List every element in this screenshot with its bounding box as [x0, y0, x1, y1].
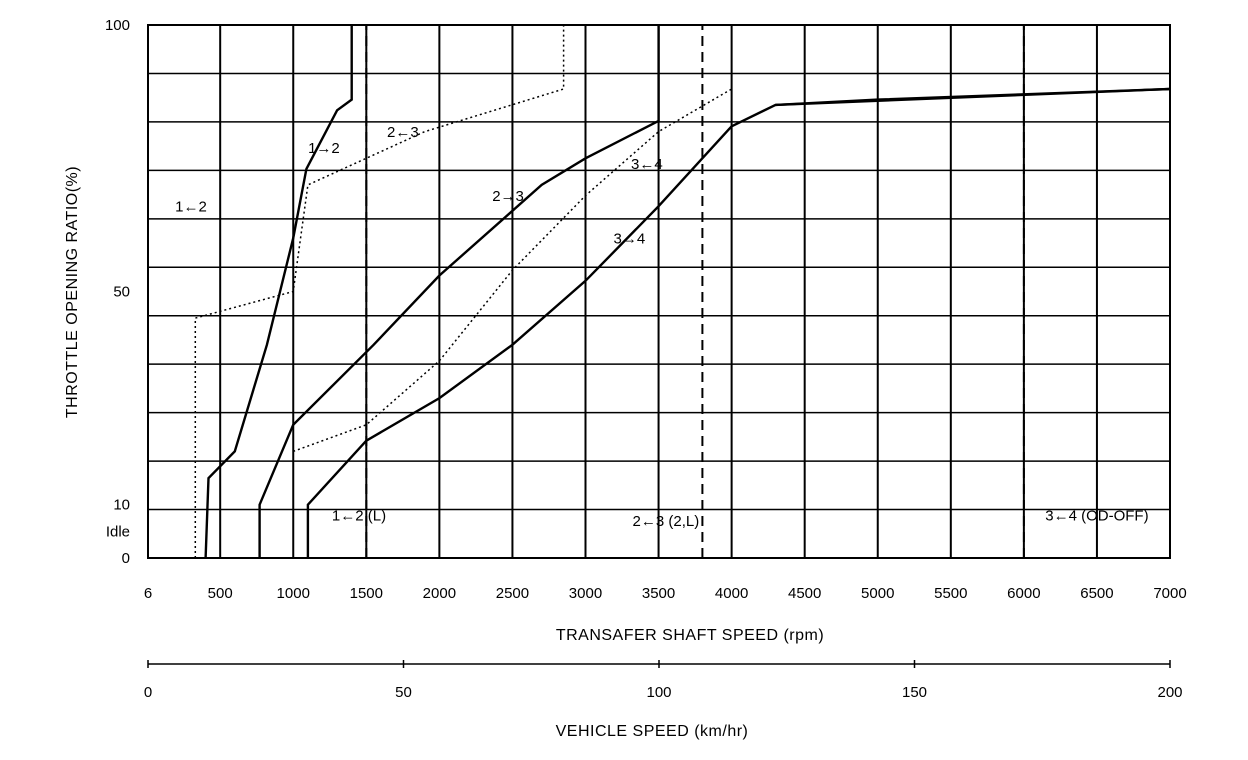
series-label: 3←4	[631, 156, 663, 173]
series-layer	[194, 25, 1171, 559]
series-label: 1←2 (L)	[332, 508, 386, 525]
y-tick-label: 0	[122, 550, 130, 567]
secondary-x-tick-label: 0	[144, 684, 152, 701]
y-tick-label: 100	[105, 17, 130, 34]
secondary-x-tick-label: 200	[1157, 684, 1182, 701]
x-tick-label: 3000	[569, 585, 602, 602]
x-tick-label: 4500	[788, 585, 821, 602]
x-tick-labels: 6 500 1000 1500 2000 2500 3000 3500 4000 4500 5000…	[144, 585, 1187, 602]
x-tick-label: 5000	[861, 585, 894, 602]
curve-labels: 1→2 1←2 2→3 2←3 3→4 3←4 1←2 (L) 2←3 (2,L) 3←4 (O…	[175, 124, 1148, 530]
y-axis-title: THROTTLE OPENING RATIO(%)	[64, 166, 81, 418]
series-line	[292, 88, 732, 453]
series-line	[258, 25, 660, 558]
x-tick-label: 2000	[423, 585, 456, 602]
y-tick-label: 50	[113, 284, 130, 301]
series-label: 3→4	[613, 231, 645, 248]
x-tick-label: 3500	[642, 585, 675, 602]
y-tick-label: 10	[113, 497, 130, 514]
secondary-x-tick-label: 50	[395, 684, 412, 701]
series-label: 2←3	[387, 124, 419, 141]
x-tick-label: 4000	[715, 585, 748, 602]
series-label: 3←4 (OD-OFF)	[1045, 508, 1148, 525]
x-tick-label: 500	[208, 585, 233, 602]
x-tick-label: 5500	[934, 585, 967, 602]
x-tick-label: 7000	[1153, 585, 1186, 602]
secondary-x-tick-labels: 0 50 100 150 200	[144, 660, 1183, 701]
x-tick-label: 1000	[277, 585, 310, 602]
series-line	[194, 25, 565, 558]
secondary-x-axis-title: VEHICLE SPEED (km/hr)	[556, 723, 749, 740]
y-tick-label: Idle	[106, 523, 130, 540]
series-label: 2→3	[492, 188, 524, 205]
secondary-x-tick-label: 150	[902, 684, 927, 701]
x-tick-label: 6000	[1007, 585, 1040, 602]
x-tick-label: 6	[144, 585, 152, 602]
series-label: 1→2	[308, 140, 340, 157]
x-axis-title: TRANSAFER SHAFT SPEED (rpm)	[556, 627, 824, 644]
series-line	[775, 87, 1171, 107]
x-tick-label: 2500	[496, 585, 529, 602]
series-line	[306, 87, 1171, 558]
series-label: 2←3 (2,L)	[633, 513, 700, 530]
series-line	[204, 25, 353, 559]
secondary-x-tick-label: 100	[646, 684, 671, 701]
x-tick-label: 6500	[1080, 585, 1113, 602]
y-tick-labels: 100 50 10 Idle 0	[105, 17, 130, 567]
series-label: 1←2	[175, 199, 207, 216]
x-tick-label: 1500	[350, 585, 383, 602]
